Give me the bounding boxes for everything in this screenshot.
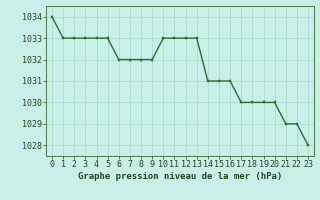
X-axis label: Graphe pression niveau de la mer (hPa): Graphe pression niveau de la mer (hPa): [78, 172, 282, 181]
